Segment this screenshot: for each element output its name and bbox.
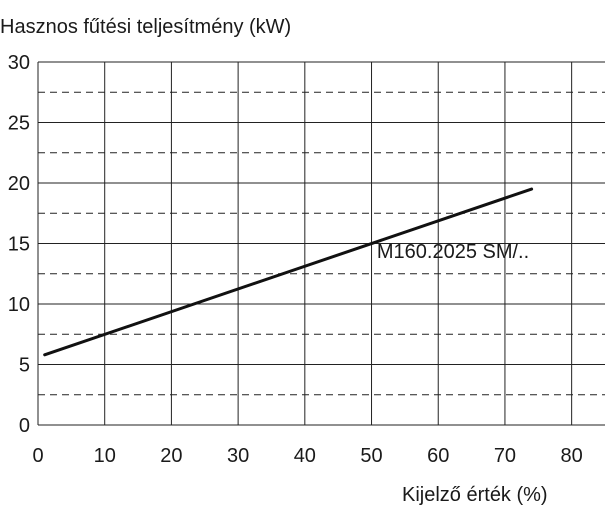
x-tick-label: 0 [32,445,43,467]
y-tick-label: 20 [8,173,30,195]
x-tick-label: 50 [360,445,382,467]
y-tick-label: 10 [8,294,30,316]
x-axis-title: Kijelző érték (%) [402,484,548,506]
series-label: M160.2025 SM/.. [377,241,529,263]
series-line [43,187,534,357]
y-tick-label: 15 [8,234,30,256]
x-tick-label: 10 [94,445,116,467]
y-tick-label: 0 [19,415,30,437]
y-tick-label: 25 [8,113,30,135]
x-tick-label: 60 [427,445,449,467]
y-tick-label: 5 [19,355,30,377]
y-tick-label: 30 [8,52,30,74]
x-tick-label: 30 [227,445,249,467]
x-tick-label: 80 [561,445,583,467]
x-tick-label: 70 [494,445,516,467]
x-tick-label: 40 [294,445,316,467]
x-tick-label: 20 [160,445,182,467]
y-axis-title: Hasznos fűtési teljesítmény (kW) [0,16,292,38]
